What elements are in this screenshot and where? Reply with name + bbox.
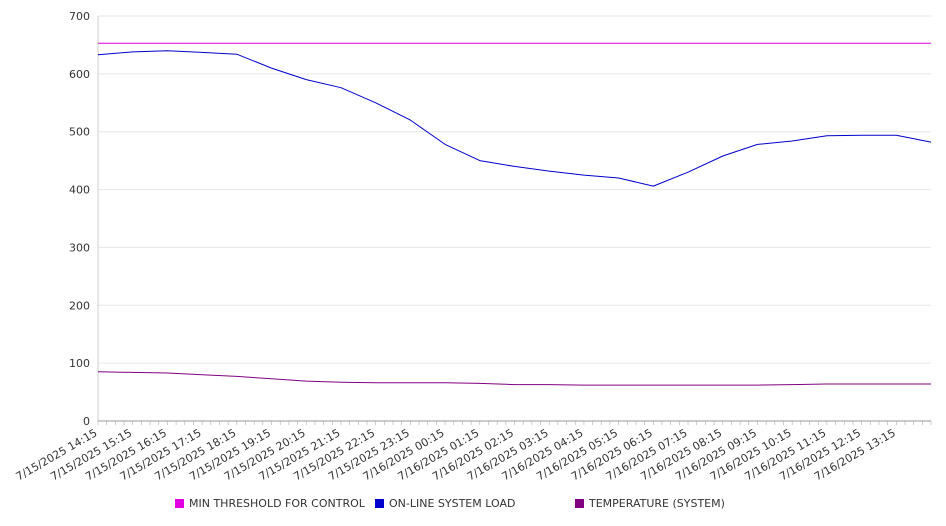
y-tick-label-500: 500 xyxy=(69,126,90,139)
axes xyxy=(97,16,931,422)
y-tick-label-400: 400 xyxy=(69,184,90,197)
legend-label-min-threshold: MIN THRESHOLD FOR CONTROL xyxy=(189,497,365,510)
y-tick-label-200: 200 xyxy=(69,299,90,312)
legend-swatch-system-load xyxy=(375,499,384,508)
legend-label-system-load: ON-LINE SYSTEM LOAD xyxy=(389,497,516,510)
y-tick-label-300: 300 xyxy=(69,241,90,254)
legend-item-system-load: ON-LINE SYSTEM LOAD xyxy=(375,497,515,510)
series-line-system-load xyxy=(97,50,932,187)
series-lines xyxy=(97,42,932,386)
legend: MIN THRESHOLD FOR CONTROL ON-LINE SYSTEM… xyxy=(0,497,946,515)
y-axis-ticks: 0 100 200 300 400 500 600 700 xyxy=(69,10,90,428)
grid-lines xyxy=(98,15,931,364)
y-tick-label-0: 0 xyxy=(83,415,90,428)
line-chart: 0 100 200 300 400 500 600 700 7/15/2025 14:157/… xyxy=(14,10,932,483)
y-tick-label-100: 100 xyxy=(69,357,90,370)
legend-item-min-threshold: MIN THRESHOLD FOR CONTROL xyxy=(175,497,365,510)
series-line-temperature xyxy=(97,371,931,386)
legend-item-temperature: TEMPERATURE (SYSTEM) xyxy=(575,497,725,510)
y-tick-label-700: 700 xyxy=(69,10,90,23)
y-tick-label-600: 600 xyxy=(69,68,90,81)
legend-label-temperature: TEMPERATURE (SYSTEM) xyxy=(589,497,725,510)
legend-swatch-min-threshold xyxy=(175,499,184,508)
legend-swatch-temperature xyxy=(575,499,584,508)
x-axis-ticks: 7/15/2025 14:157/15/2025 15:157/15/2025 … xyxy=(14,421,932,483)
